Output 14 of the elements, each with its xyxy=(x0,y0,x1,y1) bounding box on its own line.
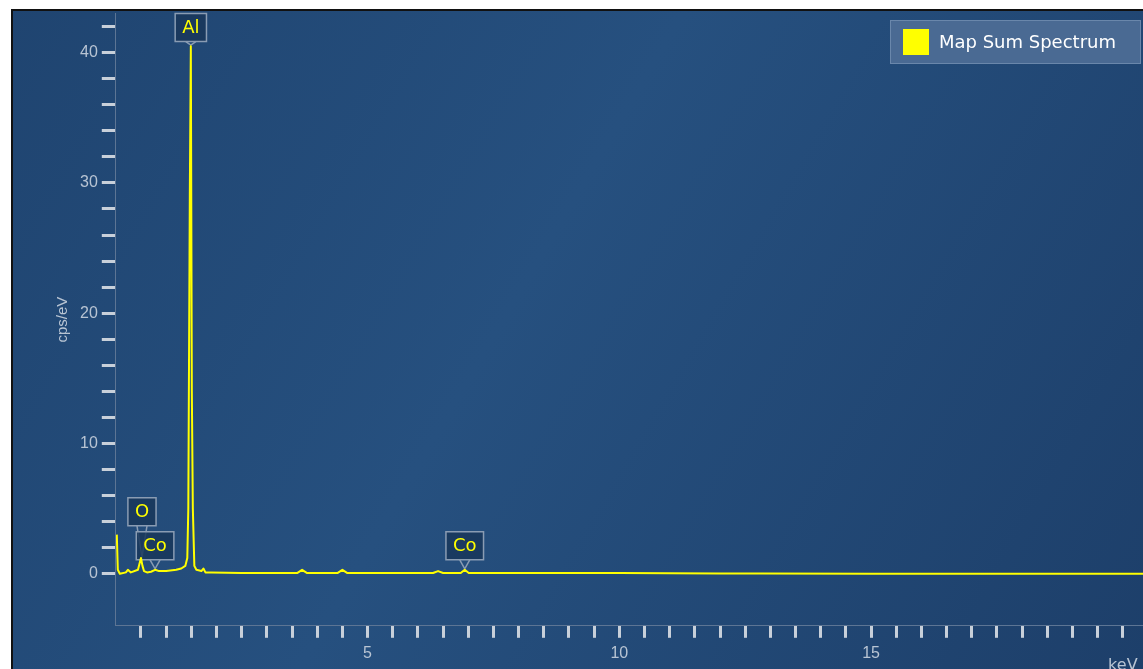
annotation: Co xyxy=(143,534,167,556)
x-tick-label: 5 xyxy=(363,643,373,661)
y-tick-label: 10 xyxy=(80,433,98,451)
annotation: O xyxy=(134,500,150,522)
legend-label: Map Sum Spectrum xyxy=(938,31,1116,53)
x-tick-label: 10 xyxy=(610,643,629,661)
y-tick-label: 0 xyxy=(88,564,98,582)
y-axis-title: cps/eV xyxy=(53,296,71,343)
annotation: Co xyxy=(452,534,477,556)
y-tick-label: 40 xyxy=(80,43,98,61)
y-tick-label: 30 xyxy=(80,173,98,191)
annotation: Al xyxy=(182,16,200,38)
y-tick-label: 20 xyxy=(80,303,98,321)
x-tick-label: 15 xyxy=(862,643,881,661)
